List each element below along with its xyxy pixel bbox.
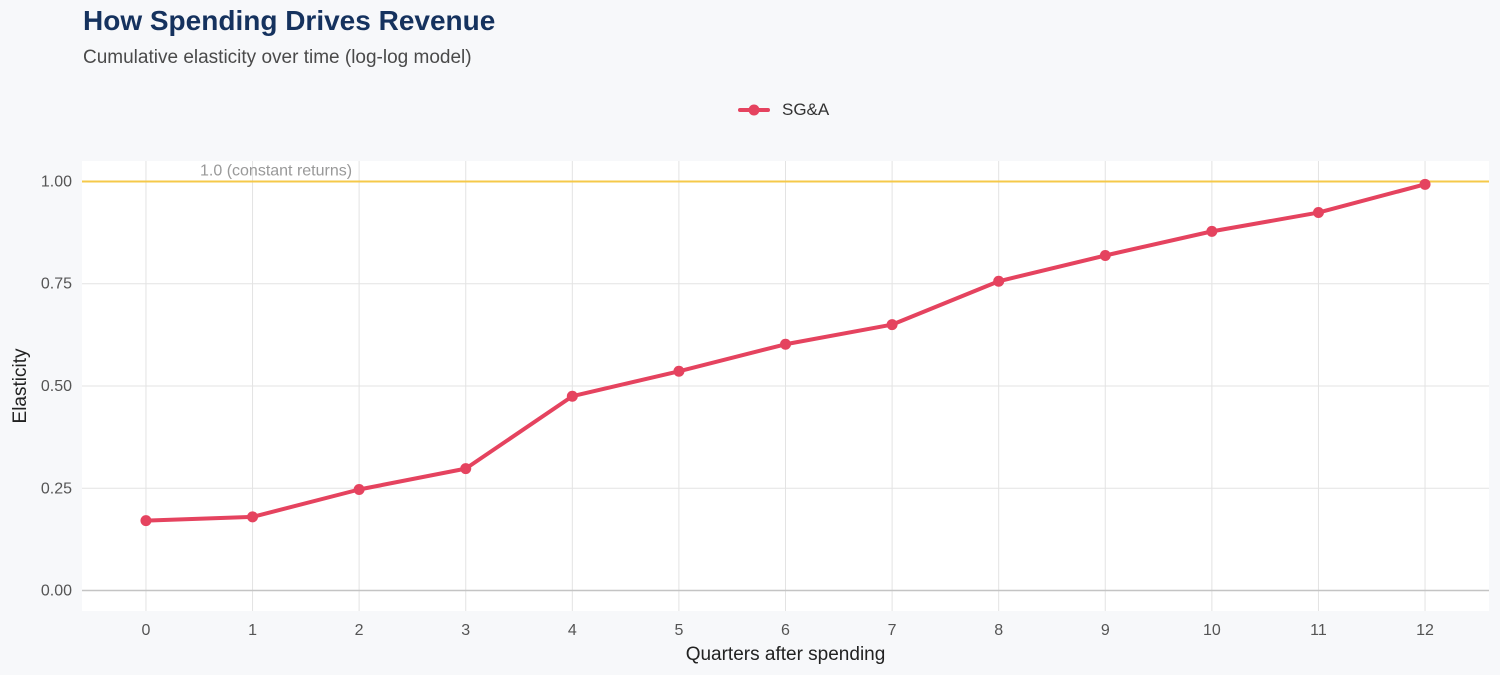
- data-point: [886, 319, 898, 331]
- x-tick-label: 2: [355, 622, 364, 639]
- legend: SG&A: [738, 98, 829, 122]
- y-tick-label: 0.50: [41, 378, 72, 395]
- data-point: [460, 463, 472, 475]
- x-tick-label: 6: [781, 622, 790, 639]
- x-tick-label: 8: [994, 622, 1003, 639]
- data-point: [1419, 178, 1431, 190]
- data-point: [993, 275, 1005, 287]
- chart-subtitle: Cumulative elasticity over time (log-log…: [83, 47, 472, 68]
- data-point: [140, 515, 152, 527]
- data-point: [1206, 225, 1218, 237]
- y-tick-label: 0.00: [41, 583, 72, 600]
- x-tick-label: 0: [142, 622, 151, 639]
- x-tick-label: 10: [1203, 622, 1221, 639]
- x-tick-label: 9: [1101, 622, 1110, 639]
- x-tick-label: 7: [888, 622, 897, 639]
- x-tick-label: 4: [568, 622, 577, 639]
- data-point: [780, 338, 791, 350]
- y-tick-label: 0.75: [41, 276, 72, 293]
- data-point: [353, 484, 365, 495]
- x-tick-label: 1: [248, 622, 257, 639]
- reference-line-label: 1.0 (constant returns): [200, 162, 352, 179]
- data-point: [247, 511, 259, 523]
- legend-label: SG&A: [782, 100, 830, 119]
- x-tick-label: 5: [674, 622, 683, 639]
- data-point: [566, 390, 578, 402]
- data-point: [1312, 207, 1324, 219]
- y-axis-title: Elasticity: [10, 348, 31, 423]
- x-axis-title: Quarters after spending: [686, 644, 886, 665]
- x-tick-label: 12: [1416, 622, 1434, 639]
- data-point: [673, 365, 685, 377]
- legend-swatch: [738, 104, 770, 116]
- chart-title: How Spending Drives Revenue: [83, 5, 496, 36]
- data-point: [1099, 250, 1111, 261]
- y-tick-label: 1.00: [41, 173, 72, 190]
- y-tick-label: 0.25: [41, 480, 72, 497]
- x-tick-label: 11: [1310, 622, 1327, 639]
- x-tick-label: 3: [461, 622, 470, 639]
